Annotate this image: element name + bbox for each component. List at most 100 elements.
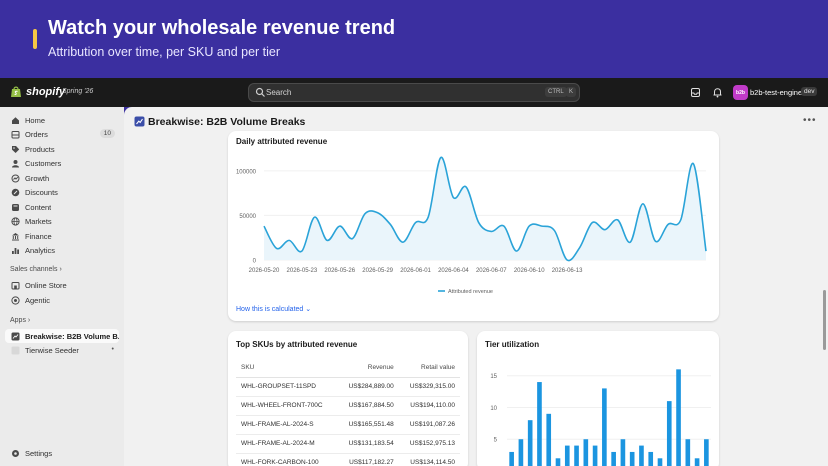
bell-icon[interactable] bbox=[712, 87, 723, 98]
bar-chart-icon bbox=[12, 247, 19, 254]
shopify-logo[interactable]: shopify bbox=[10, 85, 65, 98]
app-icon bbox=[11, 332, 20, 340]
tag-icon bbox=[12, 145, 20, 153]
daily-revenue-card: Daily attributed revenue 0 50000 100000 202… bbox=[228, 131, 719, 321]
more-actions-icon[interactable]: ••• bbox=[803, 115, 817, 126]
table-row[interactable]: WHL-FRAME-AL-2024-M US$131,183.54 US$152,9… bbox=[236, 434, 460, 454]
banner-accent-bar bbox=[33, 29, 37, 49]
retail-value-cell: US$191,087.26 bbox=[398, 415, 460, 435]
person-icon bbox=[12, 159, 19, 167]
tier-bar bbox=[555, 458, 561, 466]
sidebar-item-agentic[interactable]: Agentic bbox=[5, 293, 119, 307]
x-tick-label: 2026-06-07 bbox=[476, 268, 507, 274]
sidebar-item-markets[interactable]: Markets bbox=[5, 214, 119, 228]
sidebar-item-label: Agentic bbox=[25, 295, 51, 305]
globe-icon bbox=[11, 216, 20, 226]
pin-dot-icon[interactable]: • bbox=[111, 346, 114, 353]
sidebar-item-analytics[interactable]: Analytics bbox=[5, 243, 119, 257]
tier-bar bbox=[639, 445, 644, 466]
sidebar-item-home[interactable]: Home bbox=[5, 113, 119, 127]
page-title: Breakwise: B2B Volume Breaks bbox=[148, 116, 306, 128]
bank-icon bbox=[12, 232, 19, 240]
sidebar-item-label: Finance bbox=[25, 231, 52, 241]
sidebar-item-finance[interactable]: Finance bbox=[5, 229, 119, 243]
y-tick-label: 50000 bbox=[239, 214, 256, 220]
revenue-cell: US$167,884.50 bbox=[337, 396, 399, 416]
inbox-icon[interactable] bbox=[690, 87, 701, 98]
sidebar-item-orders[interactable]: Orders 10 bbox=[5, 127, 119, 141]
sidebar-item-label: Settings bbox=[25, 448, 53, 458]
retail-value-cell: US$152,975.13 bbox=[398, 434, 460, 454]
how-calculated-label: How this is calculated bbox=[236, 306, 304, 313]
column-header-sku[interactable]: SKU bbox=[236, 358, 338, 378]
main-content: Breakwise: B2B Volume Breaks ••• Daily a… bbox=[124, 107, 828, 466]
y-tick-label: 10 bbox=[490, 406, 497, 412]
banner-title: Watch your wholesale revenue trend bbox=[48, 17, 396, 39]
tier-bar bbox=[676, 369, 681, 466]
agentic-icon bbox=[11, 295, 20, 305]
table-row[interactable]: WHL-FRAME-AL-2024-S US$165,551.48 US$191,0… bbox=[236, 415, 460, 435]
sidebar-item-tierwise-seeder[interactable]: Tierwise Seeder • bbox=[5, 343, 119, 357]
tier-bar bbox=[648, 451, 654, 466]
sidebar-item-breakwise[interactable]: Breakwise: B2B Volume B... bbox=[5, 329, 119, 343]
table-row[interactable]: WHL-WHEEL-FRONT-700C US$167,884.50 US$194,… bbox=[236, 396, 460, 416]
content-icon bbox=[12, 203, 19, 211]
column-header-retail-value[interactable]: Retail value bbox=[398, 358, 460, 378]
shortcut-k-key: K bbox=[566, 87, 577, 97]
sidebar-item-label: Markets bbox=[25, 216, 52, 226]
table-row[interactable]: WHL-GROUPSET-11SPD US$284,889.00 US$329,31… bbox=[236, 377, 460, 397]
sidebar-item-settings[interactable]: Settings bbox=[5, 446, 119, 460]
chevron-right-icon: › bbox=[27, 317, 31, 324]
sidebar-item-label: Products bbox=[25, 144, 55, 154]
discount-icon bbox=[11, 188, 20, 196]
store-env-badge: dev bbox=[801, 87, 818, 96]
tier-utilization-chart: 5 10 15 bbox=[490, 369, 711, 466]
sidebar-item-customers[interactable]: Customers bbox=[5, 156, 119, 170]
revenue-line bbox=[263, 156, 707, 262]
column-header-revenue[interactable]: Revenue bbox=[337, 358, 399, 378]
tier-bar bbox=[611, 451, 616, 466]
x-tick-label: 2026-06-04 bbox=[438, 268, 469, 274]
page-scrollbar[interactable] bbox=[823, 290, 826, 350]
tier-bar bbox=[546, 413, 552, 466]
store-avatar[interactable]: b2b bbox=[733, 85, 748, 100]
apps-label: Apps bbox=[10, 317, 26, 324]
daily-revenue-chart: 0 50000 100000 2026-05-20 2026-05-23 2026-05-… bbox=[236, 156, 707, 295]
legend-label: Attributed revenue bbox=[448, 289, 493, 295]
store-name[interactable]: b2b-test-engine bbox=[750, 88, 803, 97]
how-calculated-link[interactable]: How this is calculated ⌄ bbox=[236, 305, 311, 313]
home-icon bbox=[12, 116, 19, 124]
search-bar[interactable]: Search CTRL K bbox=[248, 83, 580, 102]
x-tick-label: 2026-05-23 bbox=[287, 268, 318, 274]
sku-cell: WHL-FRAME-AL-2024-M bbox=[236, 434, 338, 454]
growth-icon bbox=[11, 174, 20, 182]
tier-bar bbox=[657, 458, 663, 466]
sales-channels-heading[interactable]: Sales channels › bbox=[10, 266, 62, 273]
sku-cell: WHL-FORK-CARBON-100 bbox=[236, 453, 338, 466]
y-tick-label: 100000 bbox=[236, 169, 257, 175]
x-tick-label: 2026-05-26 bbox=[324, 268, 355, 274]
retail-value-cell: US$134,114.50 bbox=[398, 453, 460, 466]
search-placeholder: Search bbox=[266, 88, 292, 97]
tier-bar bbox=[564, 445, 570, 466]
sku-cell: WHL-GROUPSET-11SPD bbox=[236, 377, 338, 397]
sidebar-item-label: Tierwise Seeder bbox=[25, 345, 79, 355]
orders-icon bbox=[11, 130, 20, 138]
sidebar-item-content[interactable]: Content bbox=[5, 200, 119, 214]
sidebar-item-label: Breakwise: B2B Volume B... bbox=[25, 331, 119, 341]
tier-bar bbox=[666, 401, 672, 466]
top-skus-title: Top SKUs by attributed revenue bbox=[236, 340, 358, 349]
sidebar-item-discounts[interactable]: Discounts bbox=[5, 185, 119, 199]
x-tick-label: 2026-06-10 bbox=[514, 268, 545, 274]
y-tick-label: 0 bbox=[253, 259, 257, 265]
orders-count-badge: 10 bbox=[99, 129, 115, 138]
sidebar: Home Orders 10 Products Customers Growth… bbox=[0, 107, 124, 466]
sidebar-item-growth[interactable]: Growth bbox=[5, 171, 119, 185]
sidebar-item-products[interactable]: Products bbox=[5, 142, 119, 156]
table-row[interactable]: WHL-FORK-CARBON-100 US$117,182.27 US$134,1… bbox=[236, 453, 460, 466]
tier-bar bbox=[592, 445, 598, 466]
apps-heading[interactable]: Apps › bbox=[10, 317, 30, 324]
sidebar-item-label: Content bbox=[25, 202, 52, 212]
tier-bar bbox=[527, 420, 533, 466]
sidebar-item-online-store[interactable]: Online Store bbox=[5, 278, 119, 292]
